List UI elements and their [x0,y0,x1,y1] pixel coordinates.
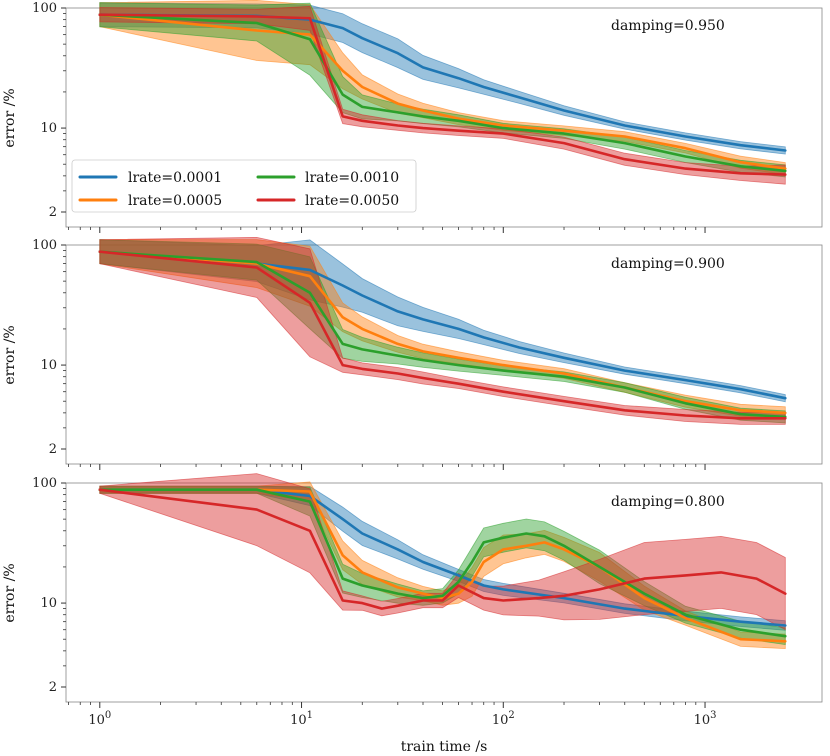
legend: lrate=0.0001 lrate=0.0005 lrate=0.0010 l… [71,159,417,213]
panel-2-y-ticks: 2 10 100 [32,238,66,457]
panel-1-y-axis-label: error /% [2,88,18,147]
legend-entry-3: lrate=0.0050 [305,193,399,209]
panel-1-band-lrate-0-0050 [99,5,786,185]
panel-3-y-tick-label-2: 2 [49,680,57,695]
panel-3-series-lrate-0-0005 [98,488,787,643]
panel-2-lines [98,250,787,420]
panel-2-y-tick-label-100: 100 [32,238,57,253]
panel-3-y-ticks: 2 10 100 [32,476,66,695]
panel-2-annotation: damping=0.900 [611,256,725,272]
panel-1-frame [65,7,823,228]
panel-2-series-lrate-0-0005 [98,250,787,415]
x-axis-label: train time /s [401,739,488,755]
panel-3-series-lrate-0-0001 [98,488,787,627]
panel-1-y-tick-label-2: 2 [49,205,57,220]
panel-2-bands [99,236,786,425]
panel-1-series-lrate-0-0005 [98,13,787,170]
panel-2-band-lrate-0-0050 [99,236,786,425]
panel-2-frame [65,244,823,465]
panel-3-frame [65,482,823,703]
panel-1-lines [98,13,787,176]
panel-3-annotation: damping=0.800 [611,494,725,510]
panel-1-series-lrate-0-0050 [98,13,787,176]
panel-3-band-lrate-0-0050 [99,473,786,631]
panel-2-y-tick-label-10: 10 [40,358,57,373]
panel-2-x-ticks [68,464,706,470]
legend-entry-0: lrate=0.0001 [128,170,222,186]
panel-1-x-ticks [68,227,706,233]
panel-2-series-lrate-0-0010 [98,250,787,419]
panel-3-y-axis-label: error /% [2,563,18,622]
panel-3-y-tick-label-100: 100 [32,476,57,491]
panel-1-annotation: damping=0.950 [611,18,725,34]
panel-1-bands [99,0,786,185]
panel-1-y-ticks: 2 10 100 [32,1,66,220]
legend-entry-2: lrate=0.0010 [305,170,399,186]
panel-1-y-tick-label-10: 10 [40,121,57,136]
panel-2-series-lrate-0-0001 [98,250,787,400]
x-tick-label-1: 100 [88,710,111,728]
panel-1-series-lrate-0-0001 [98,13,787,152]
panel-2: 2 10 100 damping=0.900 error /% [2,236,823,470]
x-tick-label-100: 102 [492,710,515,728]
panel-3-lines [98,488,787,643]
panel-3-y-tick-label-10: 10 [40,596,57,611]
panel-3-series-lrate-0-0050 [98,488,787,610]
panel-1-series-lrate-0-0010 [98,13,787,173]
panel-1-y-tick-label-100: 100 [32,1,57,16]
panel-3: 2 10 100 100 101 102 103 damping=0.800 error … [2,473,823,728]
panel-2-y-tick-label-2: 2 [49,442,57,457]
x-tick-label-10: 101 [290,710,313,728]
panel-2-series-lrate-0-0050 [98,250,787,420]
panel-3-series-lrate-0-0010 [98,488,787,638]
x-tick-label-1000: 103 [694,710,717,728]
panel-3-x-ticks: 100 101 102 103 [68,702,717,728]
panel-1: 2 10 100 damping=0.950 error /% [2,0,823,233]
panel-2-y-axis-label: error /% [2,325,18,384]
panel-1-band-lrate-0-0001 [99,2,786,155]
legend-box [71,159,417,213]
legend-entry-1: lrate=0.0005 [128,193,222,209]
panel-2-band-lrate-0-0001 [99,239,786,403]
